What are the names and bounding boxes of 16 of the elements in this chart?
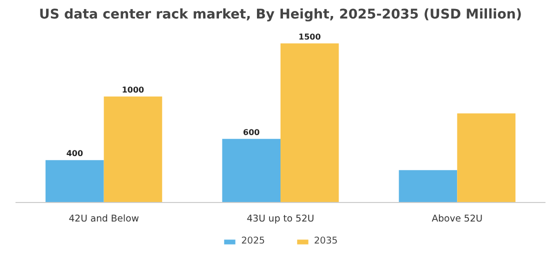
data-label: 400 xyxy=(66,149,84,158)
bar xyxy=(222,138,280,202)
legend-label: 2025 xyxy=(241,236,265,246)
x-tick-label: Above 52U xyxy=(432,214,483,224)
data-label: 1500 xyxy=(298,32,322,42)
data-label: 1000 xyxy=(122,85,145,94)
chart-title: US data center rack market, By Height, 2025-2035 (USD Million) xyxy=(39,8,522,22)
legend-label: 2035 xyxy=(314,236,338,246)
bar xyxy=(398,170,458,202)
bar xyxy=(46,160,104,202)
bar xyxy=(104,96,162,202)
data-label: 600 xyxy=(243,128,260,137)
x-tick-label: 43U up to 52U xyxy=(246,214,314,224)
bar xyxy=(280,43,339,202)
x-tick-label: 42U and Below xyxy=(68,214,140,224)
bar xyxy=(457,113,516,202)
